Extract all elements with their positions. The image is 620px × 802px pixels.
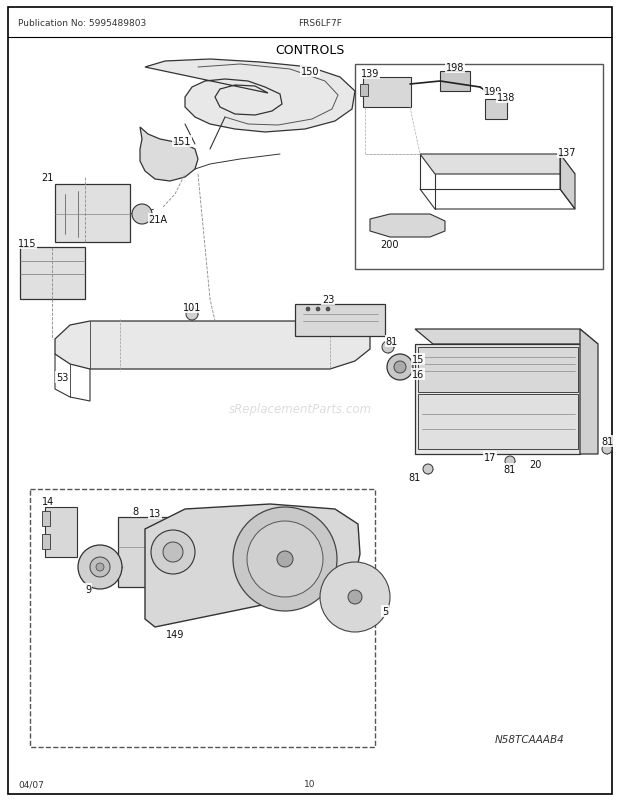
Text: 20: 20 xyxy=(529,460,541,469)
Polygon shape xyxy=(355,597,383,618)
Polygon shape xyxy=(145,60,355,133)
Text: 8: 8 xyxy=(132,506,138,516)
Text: 21: 21 xyxy=(41,172,53,183)
Text: 16: 16 xyxy=(412,370,424,379)
Bar xyxy=(415,345,580,455)
Polygon shape xyxy=(173,517,188,587)
Circle shape xyxy=(233,508,337,611)
Circle shape xyxy=(96,563,104,571)
Circle shape xyxy=(602,444,612,455)
Bar xyxy=(360,85,368,97)
Text: 101: 101 xyxy=(183,302,201,313)
Text: 04/07: 04/07 xyxy=(18,780,44,788)
Bar xyxy=(355,65,603,269)
Bar xyxy=(45,508,77,557)
Bar xyxy=(418,395,578,449)
Text: FRS6LF7F: FRS6LF7F xyxy=(298,18,342,27)
Bar xyxy=(55,184,130,243)
Text: 15: 15 xyxy=(412,354,424,365)
Polygon shape xyxy=(145,504,360,627)
Circle shape xyxy=(382,342,394,354)
Text: 5: 5 xyxy=(382,606,388,616)
Bar xyxy=(440,72,470,92)
Bar xyxy=(42,534,50,549)
Text: 13: 13 xyxy=(149,508,161,518)
Bar xyxy=(20,248,85,300)
Text: 21A: 21A xyxy=(149,215,167,225)
Polygon shape xyxy=(55,322,370,370)
Bar xyxy=(363,78,411,107)
Bar xyxy=(30,489,375,747)
Circle shape xyxy=(306,308,310,312)
Text: 198: 198 xyxy=(446,63,464,73)
Text: 151: 151 xyxy=(173,137,191,147)
Polygon shape xyxy=(415,330,598,345)
Polygon shape xyxy=(560,155,575,210)
Text: 138: 138 xyxy=(497,93,515,103)
Text: sReplacementParts.com: sReplacementParts.com xyxy=(228,403,371,416)
Circle shape xyxy=(151,530,195,574)
Polygon shape xyxy=(347,569,363,597)
Circle shape xyxy=(247,521,323,597)
Circle shape xyxy=(394,362,406,374)
Circle shape xyxy=(277,551,293,567)
Bar xyxy=(42,512,50,526)
Text: 150: 150 xyxy=(301,67,319,77)
Bar xyxy=(118,517,173,587)
Circle shape xyxy=(186,309,198,321)
Bar xyxy=(418,347,578,392)
Text: 115: 115 xyxy=(18,239,37,249)
Text: 14: 14 xyxy=(42,496,54,506)
Text: 149: 149 xyxy=(166,630,184,639)
Text: 17: 17 xyxy=(484,452,496,463)
Circle shape xyxy=(316,308,320,312)
Circle shape xyxy=(505,456,515,467)
Text: 23: 23 xyxy=(322,294,334,305)
Circle shape xyxy=(132,205,152,225)
Text: CONTROLS: CONTROLS xyxy=(275,43,345,56)
Polygon shape xyxy=(328,597,355,618)
Text: 139: 139 xyxy=(361,69,379,79)
Polygon shape xyxy=(420,155,575,175)
Text: 81: 81 xyxy=(386,337,398,346)
Circle shape xyxy=(78,545,122,589)
Text: 199: 199 xyxy=(484,87,502,97)
Circle shape xyxy=(320,562,390,632)
Text: 10: 10 xyxy=(304,780,316,788)
Text: 53: 53 xyxy=(56,373,68,383)
Text: 81: 81 xyxy=(504,464,516,475)
Circle shape xyxy=(90,557,110,577)
Text: 9: 9 xyxy=(85,585,91,594)
Text: 200: 200 xyxy=(381,240,399,249)
Bar xyxy=(485,100,507,119)
Circle shape xyxy=(163,542,183,562)
Polygon shape xyxy=(580,330,598,455)
Text: Publication No: 5995489803: Publication No: 5995489803 xyxy=(18,18,146,27)
Circle shape xyxy=(326,308,330,312)
Circle shape xyxy=(387,354,413,380)
Text: 137: 137 xyxy=(558,148,576,158)
Text: 81: 81 xyxy=(409,472,421,482)
Text: 81: 81 xyxy=(602,436,614,447)
Bar xyxy=(295,305,385,337)
Polygon shape xyxy=(370,215,445,237)
Text: N58TCAAAB4: N58TCAAAB4 xyxy=(495,734,565,744)
Circle shape xyxy=(348,590,362,604)
Polygon shape xyxy=(140,128,198,182)
Circle shape xyxy=(423,464,433,475)
